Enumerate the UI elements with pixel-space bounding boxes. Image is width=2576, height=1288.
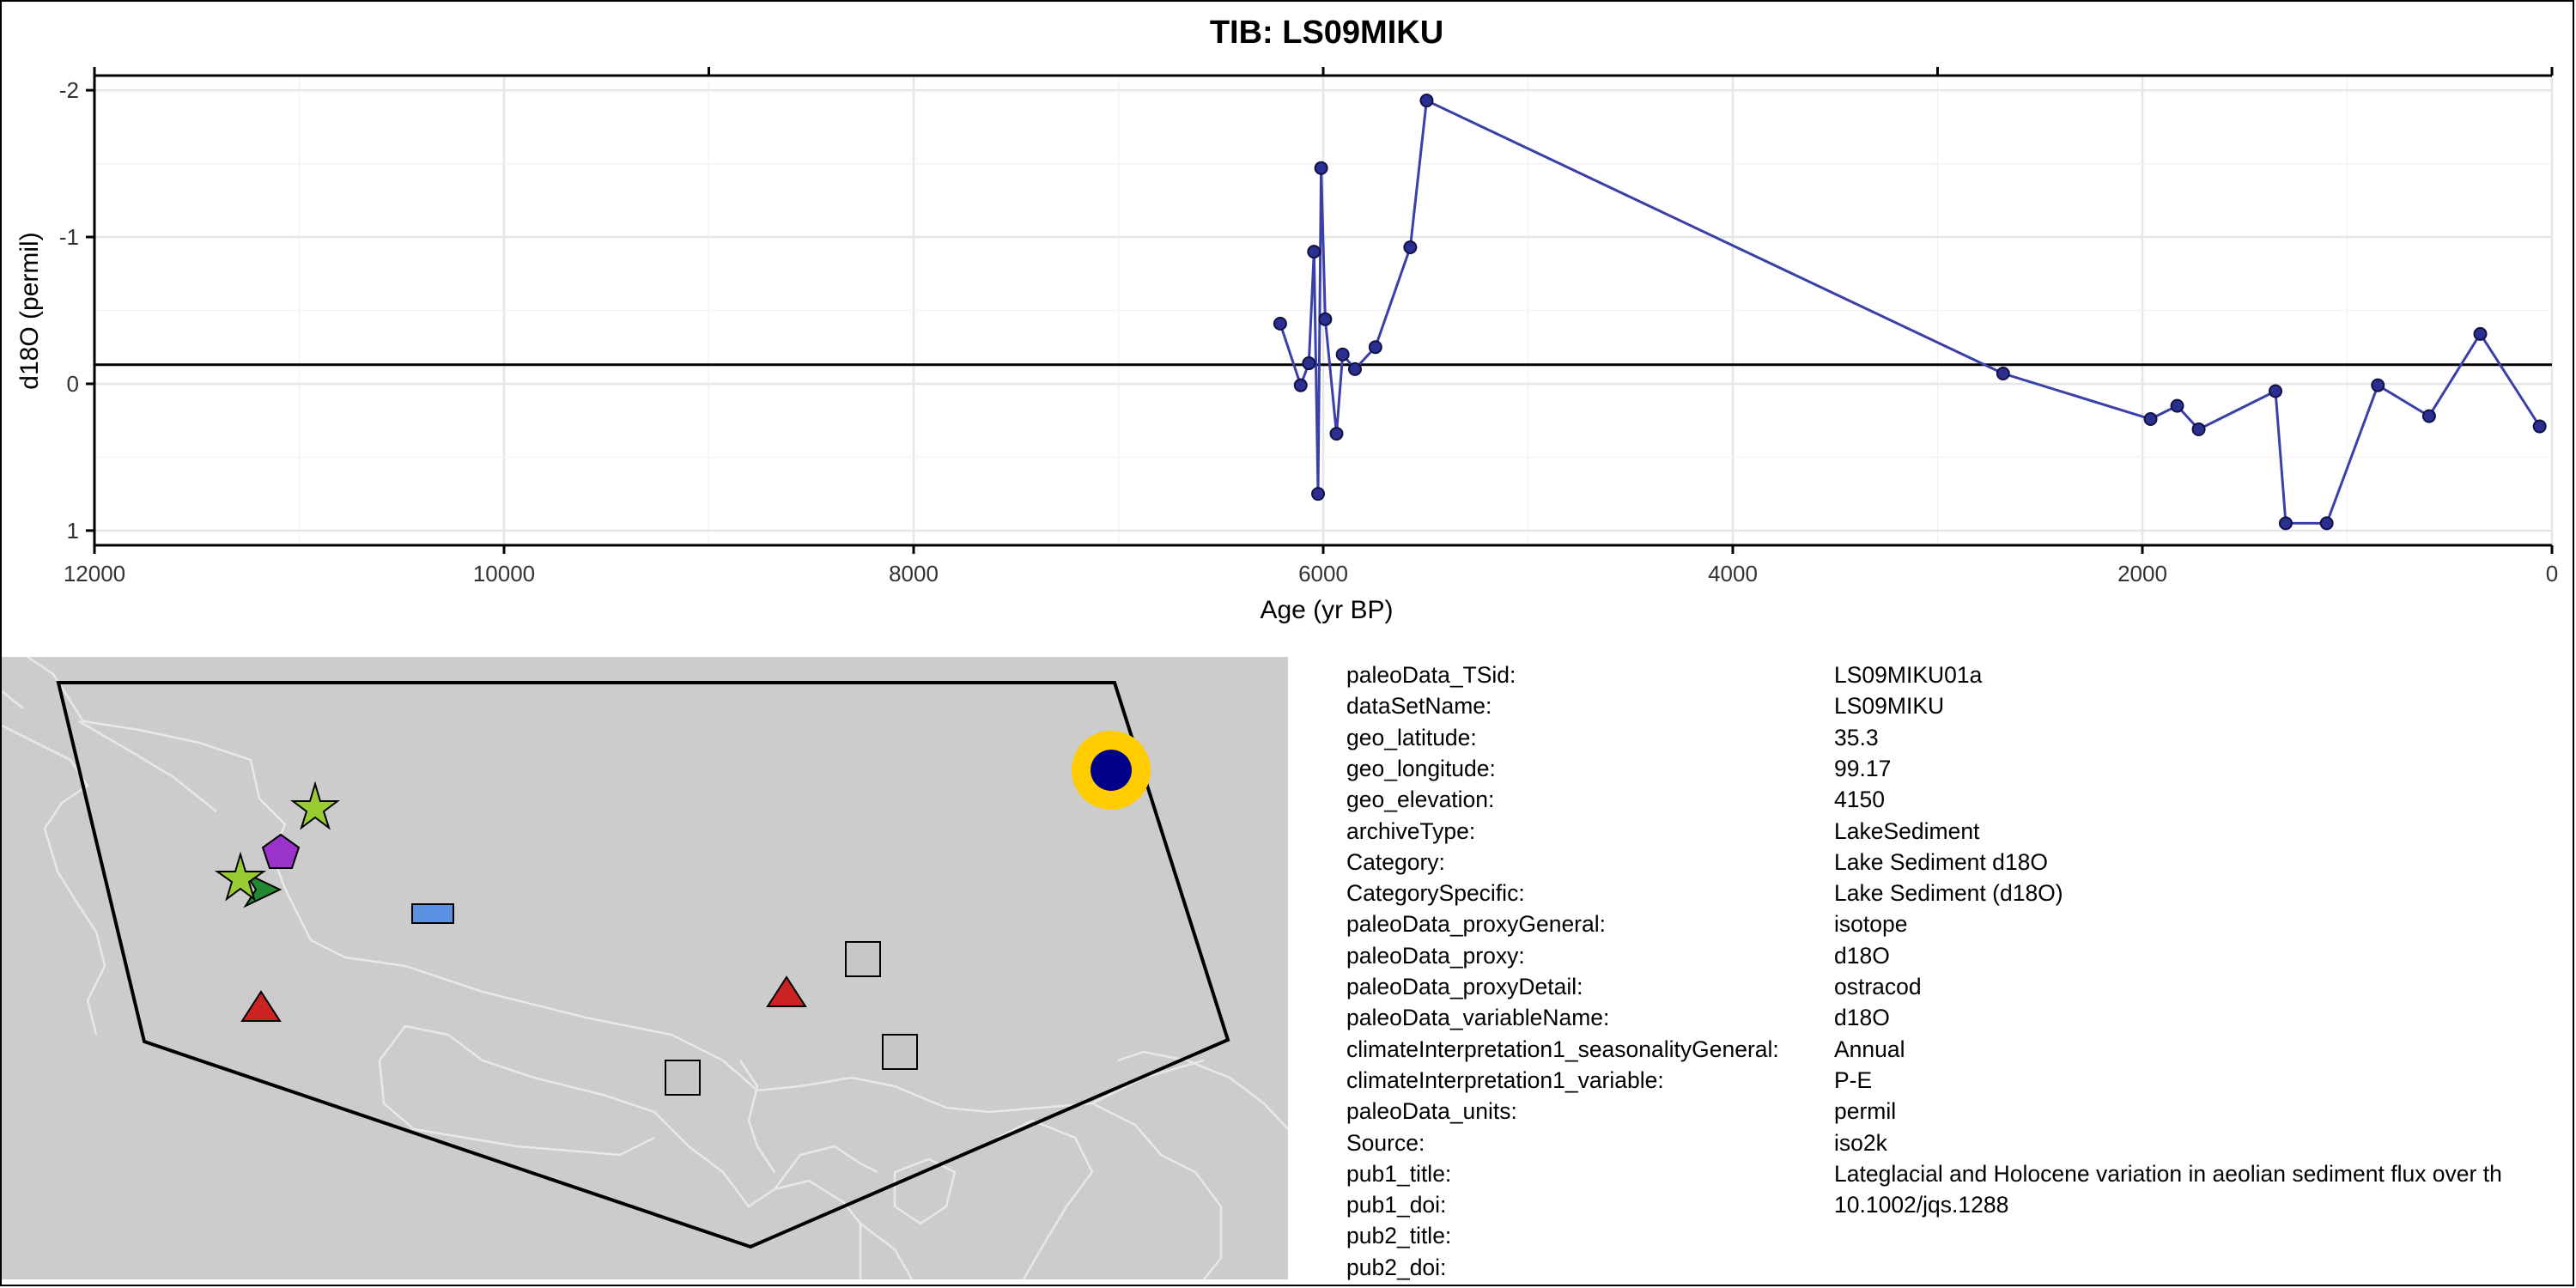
data-point xyxy=(2170,398,2184,413)
metadata-key: archiveType: xyxy=(1346,817,1476,844)
metadata-key: paleoData_proxyGeneral: xyxy=(1346,911,1606,938)
triangle-icon xyxy=(766,975,807,1007)
data-point xyxy=(1302,356,1316,371)
rectangle-icon xyxy=(411,903,454,924)
square-icon xyxy=(882,1034,918,1070)
metadata-key: geo_elevation: xyxy=(1346,787,1495,813)
data-point xyxy=(1318,312,1333,326)
metadata-key: paleoData_TSid: xyxy=(1346,662,1516,688)
data-point xyxy=(1273,316,1287,331)
data-point xyxy=(1368,340,1382,355)
metadata-value: isotope xyxy=(1834,911,1908,938)
metadata-key: dataSetName: xyxy=(1346,693,1492,720)
metadata-value: d18O xyxy=(1834,942,1890,969)
data-point xyxy=(1311,487,1326,501)
map-markers xyxy=(214,731,1151,1096)
metadata-value: Lateglacial and Holocene variation in ae… xyxy=(1834,1160,2502,1187)
chart-title: TIB: LS09MIKU xyxy=(1210,15,1443,51)
metadata-key: climateInterpretation1_variable: xyxy=(1346,1066,1664,1093)
metadata-key: pub1_title: xyxy=(1346,1160,1452,1187)
metadata-key: pub2_title: xyxy=(1346,1223,1452,1249)
metadata-table: paleoData_TSid: LS09MIKU01a dataSetName: LS… xyxy=(1346,659,2574,1285)
metadata-value: permil xyxy=(1834,1098,1897,1125)
region-polygon xyxy=(56,681,1230,1249)
metadata-value: d18O xyxy=(1834,1005,1890,1031)
y-axis-label: d18O (permil) xyxy=(15,232,44,389)
metadata-key: paleoData_variableName: xyxy=(1346,1005,1610,1031)
data-point xyxy=(1329,427,1344,441)
square-icon xyxy=(845,941,881,977)
data-point xyxy=(1996,367,2010,381)
data-point xyxy=(1347,361,1362,376)
y-tick-labels: -2 -1 0 1 xyxy=(59,77,79,544)
y-tick-label: -1 xyxy=(59,224,79,250)
x-tick-label: 4000 xyxy=(1708,561,1758,586)
data-point xyxy=(1335,347,1350,361)
d18o-line-chart: TIB: LS09MIKU 12000 10000 8000 6000 4000 2000… xyxy=(15,15,2558,624)
metadata-value: LakeSediment xyxy=(1834,817,1980,844)
metadata-key: geo_latitude: xyxy=(1346,724,1477,750)
metadata-key: paleoData_proxyDetail: xyxy=(1346,974,1583,999)
x-tick-label: 0 xyxy=(2546,561,2558,586)
metadata-value: 4150 xyxy=(1834,787,1885,813)
metadata-value: 35.3 xyxy=(1834,724,1879,750)
series-line xyxy=(1279,98,2541,525)
x-tick-label: 6000 xyxy=(1298,561,1348,586)
data-point xyxy=(2143,411,2158,426)
data-point xyxy=(1314,161,1328,175)
x-tick-label: 8000 xyxy=(889,561,939,586)
x-tick-labels: 12000 10000 8000 6000 4000 2000 0 xyxy=(64,561,2558,586)
target-circle-center xyxy=(1091,750,1132,791)
metadata-value: Lake Sediment d18O xyxy=(1834,848,2048,875)
country-boundaries xyxy=(2,657,1288,1279)
metadata-value: P-E xyxy=(1834,1066,1873,1093)
x-tick-label: 12000 xyxy=(64,561,125,586)
y-tick-label: 1 xyxy=(67,518,79,544)
metadata-key: paleoData_units: xyxy=(1346,1098,1517,1125)
triangle-icon xyxy=(240,990,282,1022)
metadata-value: Lake Sediment (d18O) xyxy=(1834,880,2063,907)
metadata-key: pub2_doi: xyxy=(1346,1254,1447,1280)
data-point xyxy=(2191,422,2206,436)
star-icon xyxy=(290,781,340,830)
metadata-value: LS09MIKU xyxy=(1834,693,1945,720)
x-tick-label: 2000 xyxy=(2117,561,2167,586)
x-tick-label: 10000 xyxy=(473,561,535,586)
metadata-key: climateInterpretation1_seasonalityGenera… xyxy=(1346,1036,1779,1062)
data-point xyxy=(1403,240,1418,254)
metadata-value: 10.1002/jqs.1288 xyxy=(1834,1192,2009,1218)
metadata-value: 99.17 xyxy=(1834,755,1892,781)
data-points xyxy=(1273,94,2547,531)
y-tick-label: -2 xyxy=(59,77,79,103)
metadata-value: iso2k xyxy=(1834,1129,1887,1156)
metadata-key: Source: xyxy=(1346,1129,1425,1156)
metadata-value: LS09MIKU01a xyxy=(1834,662,1983,688)
metadata-value: Annual xyxy=(1834,1036,1905,1062)
metadata-value: ostracod xyxy=(1834,974,1922,999)
data-point xyxy=(2278,516,2293,531)
data-point xyxy=(1419,94,1434,108)
data-point xyxy=(2269,384,2283,398)
data-point xyxy=(1293,378,1308,392)
data-point xyxy=(2473,326,2488,341)
data-point xyxy=(1307,245,1321,259)
y-tick-label: 0 xyxy=(67,371,79,397)
axes xyxy=(86,67,2554,554)
pentagon-icon xyxy=(261,833,301,869)
metadata-key: pub1_doi: xyxy=(1346,1192,1447,1218)
metadata-key: CategorySpecific: xyxy=(1346,880,1525,907)
data-point xyxy=(2421,409,2436,423)
square-icon xyxy=(665,1060,701,1096)
site-map xyxy=(2,657,1288,1279)
data-point xyxy=(2532,419,2547,434)
x-axis-label: Age (yr BP) xyxy=(1260,596,1393,624)
metadata-key: Category: xyxy=(1346,848,1445,875)
data-point xyxy=(2371,378,2385,392)
metadata-key: paleoData_proxy: xyxy=(1346,942,1525,969)
metadata-key: geo_longitude: xyxy=(1346,755,1496,781)
star-icon xyxy=(214,851,267,902)
data-point xyxy=(2319,516,2334,531)
